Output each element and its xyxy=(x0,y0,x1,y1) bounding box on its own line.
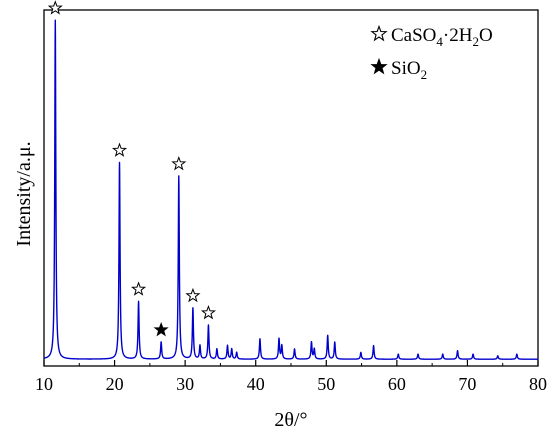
legend: CaSO4·2H2O SiO2 xyxy=(370,24,493,82)
x-axis-ticks: 10 20 30 40 50 60 70 80 xyxy=(35,360,547,394)
peak-markers xyxy=(47,0,216,337)
legend-filled-star-icon xyxy=(370,57,388,75)
legend-label-1: SiO2 xyxy=(391,58,427,82)
y-axis-label: Intensity/a.μ. xyxy=(13,141,35,246)
x-tick-label-60: 60 xyxy=(388,374,406,394)
x-tick-label-70: 70 xyxy=(458,374,476,394)
open-star-icon-2 xyxy=(131,281,147,296)
x-tick-label-10: 10 xyxy=(35,374,53,394)
x-tick-label-30: 30 xyxy=(176,374,194,394)
open-star-icon-1 xyxy=(111,142,128,157)
open-star-icon-4 xyxy=(171,155,187,171)
series-layer xyxy=(43,19,539,360)
x-tick-label-20: 20 xyxy=(106,374,124,394)
x-axis-label: 2θ/° xyxy=(274,409,307,431)
filled-star-icon-3 xyxy=(153,321,169,337)
legend-open-star-icon xyxy=(370,24,388,42)
legend-label-0: CaSO4·2H2O xyxy=(391,25,493,49)
x-tick-label-50: 50 xyxy=(317,374,335,394)
x-tick-label-80: 80 xyxy=(529,374,547,394)
open-star-icon-0 xyxy=(47,0,63,15)
series-line xyxy=(43,19,539,360)
open-star-icon-5 xyxy=(185,287,201,303)
x-tick-label-40: 40 xyxy=(247,374,265,394)
open-star-icon-7 xyxy=(200,305,216,320)
